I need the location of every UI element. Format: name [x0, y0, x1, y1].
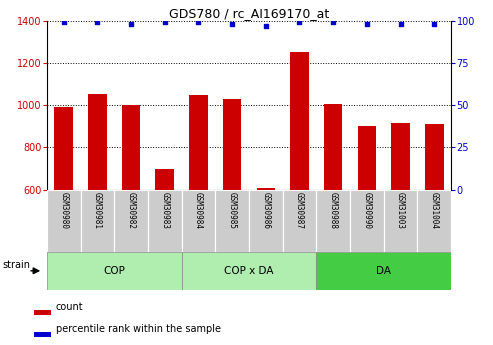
Bar	[317, 252, 451, 290]
Point	[60, 20, 68, 25]
Text: GSM30986: GSM30986	[261, 191, 270, 229]
Bar	[34, 332, 51, 337]
Bar	[256, 188, 275, 190]
Bar	[114, 190, 148, 252]
Text: GSM30982: GSM30982	[127, 191, 136, 229]
Text: GSM31004: GSM31004	[430, 191, 439, 229]
Text: GSM30990: GSM30990	[362, 191, 371, 229]
Bar	[215, 190, 249, 252]
Point	[363, 21, 371, 27]
Bar	[34, 310, 51, 315]
Bar	[88, 93, 106, 190]
Bar	[391, 123, 410, 190]
Bar	[181, 190, 215, 252]
Bar	[357, 126, 376, 190]
Point	[262, 23, 270, 29]
Text: GSM30980: GSM30980	[59, 191, 68, 229]
Bar	[290, 52, 309, 190]
Point	[161, 20, 169, 25]
Title: GDS780 / rc_AI169170_at: GDS780 / rc_AI169170_at	[169, 7, 329, 20]
Text: count: count	[56, 302, 83, 312]
Text: GSM31003: GSM31003	[396, 191, 405, 229]
Bar	[189, 95, 208, 190]
Bar	[47, 252, 181, 290]
Text: GSM30984: GSM30984	[194, 191, 203, 229]
Bar	[317, 190, 350, 252]
Bar	[384, 190, 418, 252]
Bar	[148, 190, 181, 252]
Bar	[324, 104, 343, 190]
Bar	[418, 190, 451, 252]
Bar	[249, 190, 282, 252]
Bar	[54, 107, 73, 190]
Point	[94, 20, 102, 25]
Text: DA: DA	[376, 266, 391, 276]
Bar	[350, 190, 384, 252]
Bar	[47, 190, 80, 252]
Text: COP x DA: COP x DA	[224, 266, 274, 276]
Point	[430, 21, 438, 27]
Text: percentile rank within the sample: percentile rank within the sample	[56, 324, 221, 334]
Text: GSM30983: GSM30983	[160, 191, 169, 229]
Bar	[282, 190, 317, 252]
Text: GSM30981: GSM30981	[93, 191, 102, 229]
Point	[127, 21, 135, 27]
Bar	[80, 190, 114, 252]
Point	[228, 21, 236, 27]
Bar	[223, 99, 242, 190]
Point	[296, 20, 304, 25]
Bar	[122, 105, 141, 190]
Text: COP: COP	[103, 266, 125, 276]
Point	[329, 20, 337, 25]
Bar	[155, 169, 174, 190]
Point	[396, 21, 404, 27]
Point	[194, 20, 203, 25]
Text: GSM30985: GSM30985	[228, 191, 237, 229]
Text: GSM30987: GSM30987	[295, 191, 304, 229]
Text: GSM30988: GSM30988	[329, 191, 338, 229]
Bar	[425, 124, 444, 190]
Bar	[181, 252, 317, 290]
Text: strain: strain	[2, 260, 31, 270]
